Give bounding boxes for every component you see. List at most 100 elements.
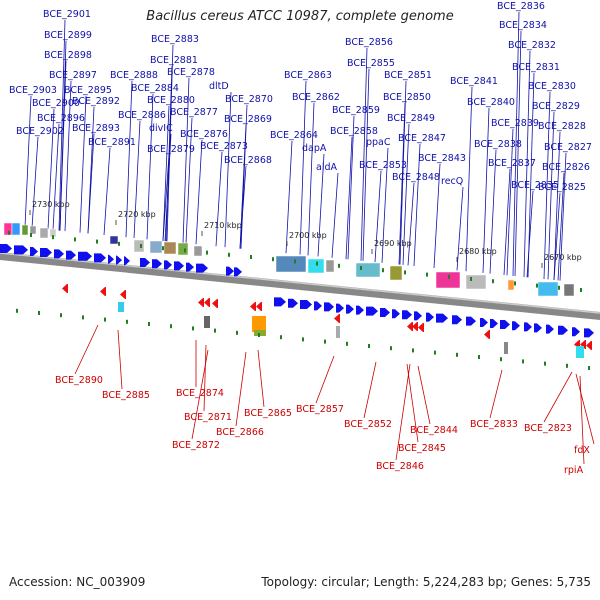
forward-gene-arrow [466, 316, 476, 326]
feature-block [307, 258, 325, 274]
feature-block [275, 255, 307, 273]
feature-block [507, 279, 515, 291]
upper-gene-label: BCE_2895 [64, 85, 112, 96]
upper-gene-label: dltD [209, 81, 229, 92]
upper-connector-line [162, 105, 170, 241]
forward-gene-arrow [186, 262, 194, 272]
upper-gene-label: dapA [302, 143, 327, 154]
upper-connector-line [24, 95, 32, 228]
upper-connector-line [239, 124, 247, 249]
forward-gene-arrow [234, 267, 242, 277]
track-dot [316, 261, 318, 266]
upper-gene-label: ppaC [366, 137, 391, 148]
upper-connector-line [360, 47, 368, 261]
ruler-tick-label: 2670 kbp [544, 253, 582, 262]
track-dot [228, 252, 230, 257]
accession-text: Accession: NC_003909 [9, 575, 146, 589]
upper-connector-line [547, 111, 555, 280]
upper-connector-line [64, 80, 72, 232]
upper-connector-line [506, 128, 514, 276]
track-dot [346, 341, 348, 346]
upper-connector-line [527, 72, 535, 278]
feature-block [435, 271, 461, 289]
ruler-tick-label: 2710 kbp [204, 221, 242, 230]
reverse-gene-arrow [334, 314, 340, 323]
lower-connector-line [74, 324, 99, 375]
upper-connector-line [182, 77, 190, 243]
upper-gene-label: BCE_2863 [284, 70, 332, 81]
forward-gene-arrow [336, 303, 344, 313]
track-dot [566, 363, 568, 368]
lower-connector-line [489, 369, 503, 419]
ruler-tick-label: 2730 kbp [32, 200, 70, 209]
track-dot [588, 366, 590, 370]
forward-gene-arrow [524, 322, 532, 332]
upper-connector-line [307, 102, 315, 256]
forward-gene-arrow [402, 310, 412, 320]
upper-gene-label: BCE_2878 [167, 67, 215, 78]
upper-gene-label: BCE_2881 [150, 55, 198, 66]
upper-connector-line [482, 107, 490, 273]
ruler-tick-label: 2690 kbp [374, 239, 412, 248]
upper-connector-line [514, 30, 522, 277]
track-dot [500, 357, 502, 362]
lower-connector-line [191, 349, 209, 440]
reverse-gene-arrow [250, 302, 256, 311]
upper-gene-label: BCE_2897 [49, 70, 97, 81]
forward-gene-arrow [40, 248, 52, 257]
lower-gene-label: BCE_2872 [172, 440, 220, 451]
lower-gene-label: BCE_2890 [55, 375, 103, 386]
upper-connector-line [215, 151, 223, 247]
lower-connector-line [315, 355, 335, 404]
forward-gene-arrow [480, 318, 488, 327]
upper-connector-line [559, 152, 567, 281]
feature-block [465, 274, 487, 290]
upper-connector-line [526, 190, 534, 278]
upper-gene-label: BCE_2851 [384, 70, 432, 81]
upper-gene-label: BCE_2898 [44, 50, 92, 61]
feature-block [355, 262, 381, 278]
upper-gene-label: BCE_2840 [467, 97, 515, 108]
upper-gene-label: BCE_2892 [72, 96, 120, 107]
upper-gene-label: BCE_2838 [474, 139, 522, 150]
track-dot [258, 333, 260, 337]
lower-connector-line [575, 373, 595, 445]
upper-gene-label: BCE_2900 [32, 98, 80, 109]
lower-connector-line [417, 365, 431, 425]
track-dot [184, 248, 186, 253]
track-dot [140, 244, 142, 248]
track-dot [236, 330, 238, 335]
upper-connector-line [224, 91, 232, 248]
forward-gene-arrow [392, 309, 400, 319]
track-dot [30, 233, 32, 237]
forward-gene-arrow [196, 263, 208, 273]
upper-gene-label: BCE_2903 [9, 85, 57, 96]
track-dot [478, 355, 480, 359]
upper-gene-label: BCE_2841 [450, 76, 498, 87]
backbone-highlight [0, 252, 600, 314]
feature-block [563, 283, 575, 297]
forward-gene-arrow [452, 315, 462, 325]
forward-gene-arrow [436, 313, 448, 323]
upper-connector-line [31, 136, 39, 228]
reverse-gene-arrow [418, 323, 424, 332]
lower-gene-label: BCE_2833 [470, 419, 518, 430]
ruler-tick-label: 2680 kbp [459, 247, 497, 256]
track-dot [294, 259, 296, 264]
forward-gene-arrow [14, 245, 28, 255]
forward-gene-arrow [546, 324, 554, 334]
forward-gene-arrow [426, 312, 434, 322]
upper-connector-line [165, 65, 173, 242]
track-dot [214, 328, 216, 333]
forward-gene-arrow [572, 327, 580, 337]
upper-gene-label: BCE_2853 [359, 160, 407, 171]
upper-gene-label: BCE_2899 [44, 30, 92, 41]
forward-gene-arrow [274, 297, 286, 307]
upper-connector-line [87, 133, 95, 234]
upper-gene-label: BCE_2868 [224, 155, 272, 166]
forward-gene-arrow [116, 255, 122, 265]
track-dot [558, 285, 560, 290]
upper-connector-line [285, 140, 293, 254]
track-dot [148, 322, 150, 326]
